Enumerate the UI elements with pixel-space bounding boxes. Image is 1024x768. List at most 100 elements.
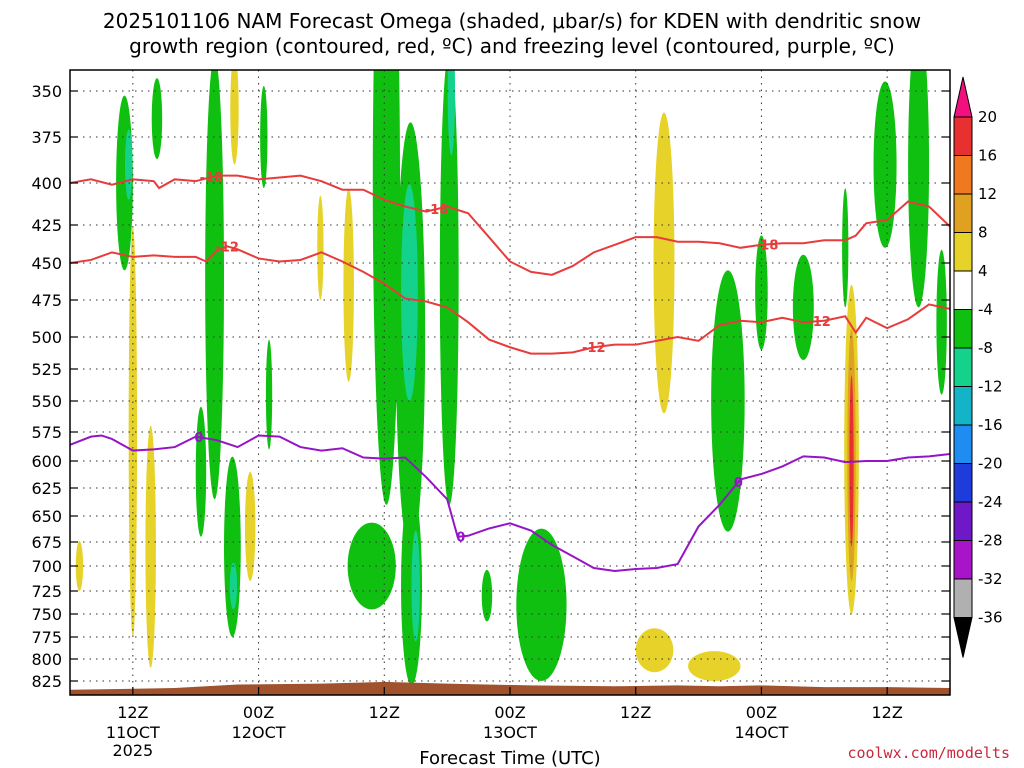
colorbar-band-1 xyxy=(953,155,973,195)
omega-area-13 xyxy=(447,70,455,156)
omega-area-25 xyxy=(842,188,849,308)
y-tick-label-825: 825 xyxy=(31,672,62,691)
x-axis-label: Forecast Time (UTC) xyxy=(419,748,600,768)
y-tick-label-400: 400 xyxy=(31,174,62,193)
y-tick-label-800: 800 xyxy=(31,650,62,669)
omega-area-9 xyxy=(372,70,400,505)
colorbar-label-7: -12 xyxy=(978,378,1003,396)
omega-area-6 xyxy=(229,562,238,610)
x-tick-label-30: 12Z xyxy=(369,703,400,722)
contour-label-1-0: -12 xyxy=(215,240,239,255)
colorbar-label-12: -32 xyxy=(978,570,1003,588)
omega-area-21 xyxy=(792,254,814,361)
x-tick-label-54: 12Z xyxy=(620,703,651,722)
omega-area-24 xyxy=(936,249,947,395)
y-tick-label-650: 650 xyxy=(31,507,62,526)
omega-area-12 xyxy=(439,70,459,505)
omega-area-16 xyxy=(411,530,420,642)
omega-shading xyxy=(75,70,947,686)
colorbar-label-8: -16 xyxy=(978,416,1003,434)
omega-area-1 xyxy=(125,129,133,200)
contour-label-0-1: -18 xyxy=(425,203,449,218)
colorbar-band-2 xyxy=(953,193,973,233)
y-tick-label-775: 775 xyxy=(31,628,62,647)
colorbar-band-0 xyxy=(953,116,973,156)
colorbar-band-7 xyxy=(953,386,973,426)
colorbar-label-10: -24 xyxy=(978,493,1003,511)
omega-area-30 xyxy=(244,471,256,581)
y-tick-label-475: 475 xyxy=(31,291,62,310)
y-tick-label-625: 625 xyxy=(31,479,62,498)
omega-area-8 xyxy=(265,339,273,450)
omega-area-26 xyxy=(128,227,138,637)
omega-area-31 xyxy=(317,195,324,300)
omega-area-28 xyxy=(75,541,84,591)
colorbar-band-5 xyxy=(953,309,973,349)
omega-area-35 xyxy=(688,651,741,681)
omega-area-34 xyxy=(635,628,674,673)
colorbar: 20 16 12 8 4 -4 -8 -12 -16 -20 -24 -28 -32 -36 xyxy=(953,76,1003,658)
contours: -18 -18 -18 -12 -12 -12 0 0 0 xyxy=(70,171,950,573)
colorbar-label-4: 4 xyxy=(978,262,988,280)
colorbar-band-12 xyxy=(953,578,973,618)
x-tick-label-18: 00Z xyxy=(243,703,274,722)
y-axis: 350 375 400 425 450 475 500 525 550 575 600 625 650 6… xyxy=(31,82,950,691)
omega-area-4 xyxy=(195,406,207,537)
omega-area-17 xyxy=(481,569,493,622)
omega-area-11 xyxy=(401,184,418,401)
contour-line-0 xyxy=(70,174,950,276)
colorbar-label-11: -28 xyxy=(978,532,1003,550)
y-tick-label-500: 500 xyxy=(31,328,62,347)
credit-text: coolwx.com/modelts xyxy=(847,744,1010,762)
omega-area-14 xyxy=(347,522,396,610)
y-tick-label-675: 675 xyxy=(31,533,62,552)
contour-label-1-2: -12 xyxy=(807,315,831,330)
colorbar-band-10 xyxy=(953,501,973,541)
chart-title: 2025101106 NAM Forecast Omega (shaded, μ… xyxy=(103,9,921,58)
y-tick-label-575: 575 xyxy=(31,423,62,442)
y-tick-label-425: 425 xyxy=(31,216,62,235)
colorbar-label-13: -36 xyxy=(978,609,1003,627)
colorbar-band-8 xyxy=(953,424,973,464)
colorbar-label-5: -4 xyxy=(978,301,993,319)
x-tick-year-6: 2025 xyxy=(112,741,153,760)
contour-line-2 xyxy=(70,434,950,573)
y-tick-label-750: 750 xyxy=(31,605,62,624)
omega-area-29 xyxy=(230,70,239,165)
omega-area-5 xyxy=(224,456,241,637)
omega-area-18 xyxy=(516,528,567,681)
omega-area-22 xyxy=(873,81,897,248)
y-tick-label-550: 550 xyxy=(31,392,62,411)
contour-label-1-1: -12 xyxy=(582,341,606,356)
omega-area-33 xyxy=(653,112,675,414)
title-line-1: 2025101106 NAM Forecast Omega (shaded, μ… xyxy=(103,9,921,33)
x-tick-label-78: 12Z xyxy=(871,703,902,722)
colorbar-bottom-triangle xyxy=(953,617,973,658)
omega-area-27 xyxy=(145,425,156,668)
y-tick-label-600: 600 xyxy=(31,452,62,471)
omega-area-2 xyxy=(151,78,163,160)
contour-label-0-2: -18 xyxy=(755,238,779,253)
contour-label-2-0: 0 xyxy=(194,431,203,446)
x-tick-label-6: 12Z xyxy=(117,703,148,722)
colorbar-label-6: -8 xyxy=(978,339,993,357)
title-line-2: growth region (contoured, red, ºC) and f… xyxy=(129,34,895,58)
contour-line-1 xyxy=(70,245,950,355)
omega-area-32 xyxy=(343,188,354,382)
y-tick-label-525: 525 xyxy=(31,360,62,379)
y-tick-label-375: 375 xyxy=(31,128,62,147)
colorbar-label-9: -20 xyxy=(978,455,1003,473)
omega-area-7 xyxy=(260,85,268,189)
grid xyxy=(70,70,950,695)
x-tick-date-18: 12OCT xyxy=(232,723,286,742)
x-tick-date-66: 14OCT xyxy=(734,723,788,742)
y-tick-label-450: 450 xyxy=(31,254,62,273)
colorbar-top-triangle xyxy=(953,76,973,118)
colorbar-label-3: 8 xyxy=(978,224,988,242)
omega-area-23 xyxy=(908,70,930,308)
y-tick-label-725: 725 xyxy=(31,582,62,601)
colorbar-band-11 xyxy=(953,540,973,580)
contour-label-0-0: -18 xyxy=(200,171,224,186)
